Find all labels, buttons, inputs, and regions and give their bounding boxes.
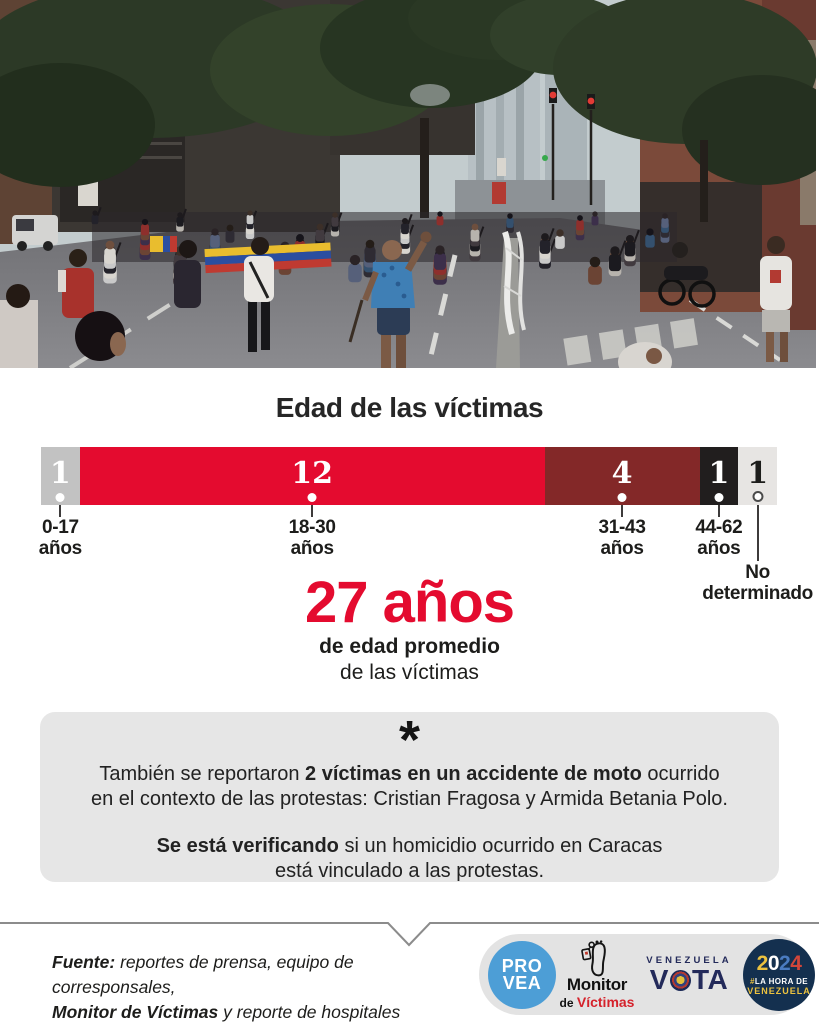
- median-railing: [496, 231, 526, 368]
- source-text: y reporte de hospitales: [218, 1001, 401, 1022]
- bar-label-3: 44-62 años: [695, 517, 743, 559]
- hora-digit: 2: [756, 952, 769, 975]
- monitor-victimas: Víctimas: [576, 994, 635, 1010]
- note-text-bold: 2 víctimas en un accidente de moto: [305, 763, 642, 785]
- bar-segment-4: 1: [738, 447, 777, 505]
- average-age-sub1: de edad promedio: [319, 635, 500, 658]
- bar-segment-value: 1: [49, 456, 71, 491]
- callout-dot: [752, 491, 764, 502]
- fingerprint-eye-icon: [669, 969, 691, 991]
- bar-segment-3: 1: [699, 447, 739, 505]
- man-raised-fist: [348, 231, 432, 368]
- foreground-figures: [0, 231, 792, 368]
- callout-dot: [617, 493, 627, 502]
- hora-digit: 2: [779, 952, 791, 975]
- average-age-value: 27 años: [305, 570, 515, 635]
- bar-label-2: 31-43 años: [598, 517, 646, 559]
- note-box: * También se reportaron 2 víctimas en un…: [40, 712, 779, 882]
- source-credit: Fuente: reportes de prensa, equipo de co…: [52, 950, 472, 1024]
- callout-line: [717, 505, 720, 517]
- source-bold: Monitor de Víctimas: [52, 1001, 219, 1022]
- age-chart: 1 12 4 1 1 0-17 años 18-30 años 31-43 años 44-62 añ…: [38, 447, 813, 622]
- hora-year: 2024: [757, 953, 802, 974]
- la-hora-de-venezuela-logo: 2024 #LA HORA DE VENEZUELA: [743, 938, 815, 1011]
- provea-line1: PRO: [501, 955, 543, 976]
- road-markings: [68, 254, 782, 368]
- source-label: Fuente:: [52, 952, 116, 972]
- source-line1: Fuente: reportes de prensa, equipo de co…: [52, 952, 354, 997]
- motorcycle-group: [658, 242, 716, 308]
- vota-v: V: [649, 964, 669, 995]
- venezuela-vota-logo: VENEZUELA V TA: [638, 955, 740, 994]
- provea-line2: VEA: [502, 972, 542, 993]
- bar-segment-0: 1: [41, 447, 80, 505]
- bar-label-1: 18-30 años: [288, 517, 336, 559]
- foot-toe-tag-icon: [581, 940, 606, 977]
- tree-canopy: [0, 0, 816, 222]
- traffic-lights: [542, 88, 595, 205]
- stacked-bar: 1 12 4 1 1: [41, 447, 777, 505]
- callout-line: [621, 505, 624, 517]
- average-age-sub2: de las víctimas: [340, 661, 479, 684]
- protest-photo-illustration: [0, 0, 816, 368]
- bar-segment-value: 4: [611, 456, 633, 491]
- hora-line2: VENEZUELA: [747, 986, 811, 996]
- callout-line: [311, 505, 314, 517]
- note-text: También se reportaron: [99, 763, 306, 785]
- source-line2: Monitor de Víctimas y reporte de hospita…: [52, 1002, 400, 1022]
- bar-label-4: No determinado: [702, 562, 813, 604]
- bar-segment-value: 1: [708, 456, 730, 491]
- monitor-de: de: [559, 996, 574, 1010]
- bar-segment-1: 12: [79, 447, 545, 505]
- callout-dot: [55, 493, 65, 502]
- callout-dot: [714, 493, 724, 502]
- footer-divider: [0, 922, 819, 947]
- smoke: [410, 84, 450, 106]
- bar-label-0: 0-17 años: [38, 517, 82, 559]
- note-p1-line1: También se reportaron 2 víctimas en un a…: [40, 762, 779, 787]
- small-flag: [150, 236, 177, 252]
- note-p2-line1: Se está verificando si un homicidio ocur…: [40, 834, 779, 859]
- provea-logo: PRO VEA: [488, 940, 556, 1009]
- callout-dot: [307, 493, 317, 502]
- hora-line1: #LA HORA DE: [750, 977, 808, 986]
- bar-segment-value: 12: [291, 456, 334, 491]
- asterisk-icon: *: [398, 710, 420, 770]
- average-age-block: 27 años de edad promedio de las víctimas: [0, 574, 819, 685]
- note-text-bold: Se está verificando: [156, 835, 339, 857]
- vota-ta: TA: [691, 964, 729, 995]
- hora-line1-text: LA HORA DE: [754, 977, 809, 986]
- monitor-de-victimas-logo: Monitor de Víctimas: [558, 939, 636, 1010]
- vota-wordmark-main: V TA: [638, 966, 740, 994]
- hash-icon: #: [749, 977, 755, 986]
- callout-line: [756, 505, 759, 561]
- note-p1-line2: en el contexto de las protestas: Cristia…: [90, 788, 728, 810]
- bar-segment-value: 1: [747, 456, 769, 491]
- note-p2-line2: está vinculado a las protestas.: [274, 860, 545, 882]
- chart-title: Edad de las víctimas: [275, 392, 544, 423]
- vota-wordmark-top: VENEZUELA: [646, 955, 732, 966]
- hora-digit: 0: [767, 952, 780, 975]
- source-text: reportes de prensa, equipo de correspons…: [52, 952, 354, 997]
- callout-line: [59, 505, 62, 517]
- white-vehicle: [12, 215, 58, 251]
- note-text: ocurrido: [641, 763, 720, 785]
- hora-digit: 4: [790, 952, 802, 975]
- note-text: si un homicidio ocurrido en Caracas: [338, 835, 663, 857]
- monitor-wordmark: Monitor: [566, 975, 628, 994]
- monitor-wordmark-2: de Víctimas: [558, 994, 636, 1010]
- protest-march-photo: [0, 0, 816, 368]
- bar-segment-2: 4: [544, 447, 700, 505]
